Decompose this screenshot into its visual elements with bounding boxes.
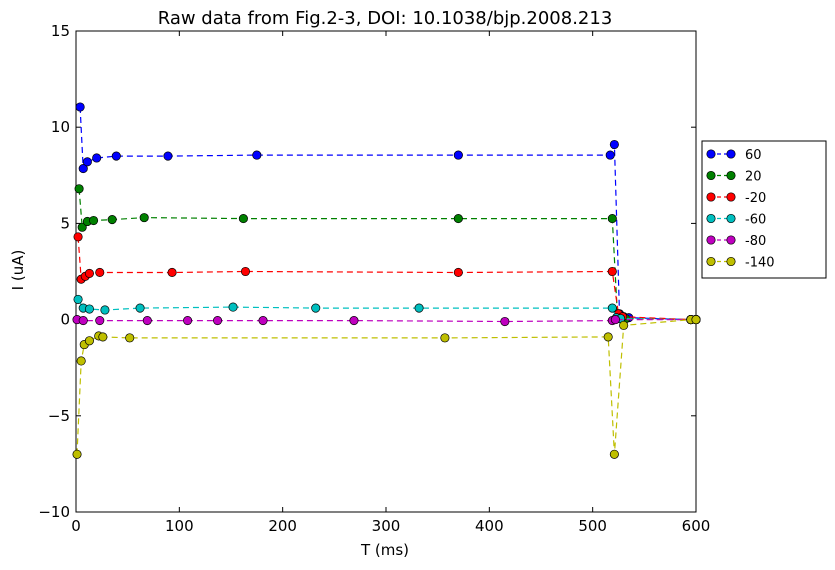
data-point bbox=[252, 150, 262, 160]
y-tick-label: −10 bbox=[38, 503, 70, 521]
data-point bbox=[73, 232, 83, 242]
data-point bbox=[453, 267, 463, 278]
data-point bbox=[125, 333, 135, 343]
y-tick-label: 0 bbox=[60, 311, 70, 329]
legend-entry: 60 bbox=[706, 148, 762, 163]
legend-marker bbox=[706, 149, 716, 159]
data-point bbox=[163, 151, 173, 161]
data-point bbox=[414, 303, 424, 313]
y-tick-label: 15 bbox=[51, 22, 70, 40]
data-point bbox=[609, 139, 619, 150]
legend-label: 60 bbox=[745, 148, 762, 163]
data-point bbox=[139, 213, 149, 223]
data-point bbox=[107, 215, 117, 225]
y-tick-label: 5 bbox=[60, 214, 70, 232]
data-point bbox=[75, 102, 85, 112]
legend-label: -140 bbox=[745, 256, 775, 271]
data-point bbox=[619, 320, 629, 330]
data-point bbox=[311, 303, 321, 313]
legend-marker bbox=[706, 192, 716, 202]
data-point bbox=[84, 336, 94, 346]
y-axis-label: I (uA) bbox=[9, 250, 27, 291]
legend-marker bbox=[726, 235, 736, 245]
legend-marker bbox=[726, 149, 736, 159]
data-point bbox=[84, 268, 94, 278]
data-point bbox=[691, 315, 701, 325]
data-point bbox=[500, 316, 510, 327]
data-point bbox=[453, 150, 463, 160]
chart-title: Raw data from Fig.2-3, DOI: 10.1038/bjp.… bbox=[158, 8, 613, 29]
data-point bbox=[183, 316, 193, 326]
data-point bbox=[135, 303, 145, 313]
y-tick-label: −5 bbox=[48, 407, 70, 425]
data-point bbox=[76, 356, 86, 366]
data-point bbox=[92, 153, 102, 163]
series--140 bbox=[72, 315, 701, 459]
x-tick-label: 100 bbox=[165, 517, 194, 535]
data-point bbox=[607, 214, 617, 224]
data-point bbox=[603, 332, 613, 342]
legend-marker bbox=[726, 213, 736, 224]
data-point bbox=[78, 164, 88, 174]
x-tick-label: 400 bbox=[475, 517, 504, 535]
data-point bbox=[84, 304, 94, 314]
legend-label: -60 bbox=[745, 213, 766, 228]
data-point bbox=[95, 267, 105, 278]
legend-marker bbox=[706, 213, 716, 224]
data-point bbox=[77, 222, 87, 232]
legend-marker bbox=[726, 256, 736, 267]
data-point bbox=[78, 316, 88, 326]
data-point bbox=[111, 151, 121, 161]
data-point bbox=[607, 303, 617, 313]
x-tick-label: 500 bbox=[578, 517, 607, 535]
data-point bbox=[228, 302, 238, 312]
data-point bbox=[82, 157, 92, 167]
legend-label: -20 bbox=[745, 191, 766, 206]
legend-entry: -60 bbox=[706, 213, 766, 228]
data-point bbox=[167, 267, 177, 278]
x-tick-label: 600 bbox=[682, 517, 711, 535]
data-point bbox=[213, 316, 223, 326]
data-point bbox=[98, 332, 108, 342]
data-point bbox=[95, 316, 105, 326]
y-tick-label: 10 bbox=[51, 118, 70, 136]
legend-marker bbox=[706, 235, 716, 245]
legend-label: -80 bbox=[745, 234, 766, 249]
data-point bbox=[142, 316, 152, 326]
data-point bbox=[72, 449, 82, 459]
x-tick-label: 200 bbox=[268, 517, 297, 535]
legend-marker bbox=[726, 192, 736, 202]
data-point bbox=[240, 266, 251, 277]
plot-area: 0 100 200 300 400 500 600 −10 −5 0 5 10 15 bbox=[38, 22, 710, 535]
data-point bbox=[258, 316, 268, 326]
legend-label: 20 bbox=[745, 170, 762, 185]
legend: 60 20 -20 -60 -80 -140 bbox=[701, 140, 827, 279]
data-point bbox=[609, 449, 619, 459]
legend-marker bbox=[706, 170, 716, 181]
legend-entry: -20 bbox=[706, 191, 766, 206]
data-point bbox=[607, 266, 617, 277]
legend-entry: -80 bbox=[706, 234, 766, 249]
legend-marker bbox=[726, 170, 736, 181]
data-point bbox=[349, 316, 359, 326]
legend-marker bbox=[706, 256, 716, 267]
legend-entry: 20 bbox=[706, 170, 762, 185]
data-point bbox=[440, 333, 450, 343]
data-point bbox=[238, 214, 248, 224]
data-point bbox=[453, 214, 463, 224]
legend-box bbox=[701, 140, 827, 279]
x-tick-label: 300 bbox=[372, 517, 401, 535]
data-point bbox=[610, 315, 620, 325]
x-tick-label: 0 bbox=[71, 517, 81, 535]
data-point bbox=[73, 294, 83, 304]
legend-entry: -140 bbox=[706, 256, 775, 271]
x-axis-label: T (ms) bbox=[360, 541, 409, 559]
data-point bbox=[74, 184, 84, 194]
data-point bbox=[89, 215, 99, 226]
data-point bbox=[605, 150, 615, 160]
data-point bbox=[100, 305, 110, 315]
